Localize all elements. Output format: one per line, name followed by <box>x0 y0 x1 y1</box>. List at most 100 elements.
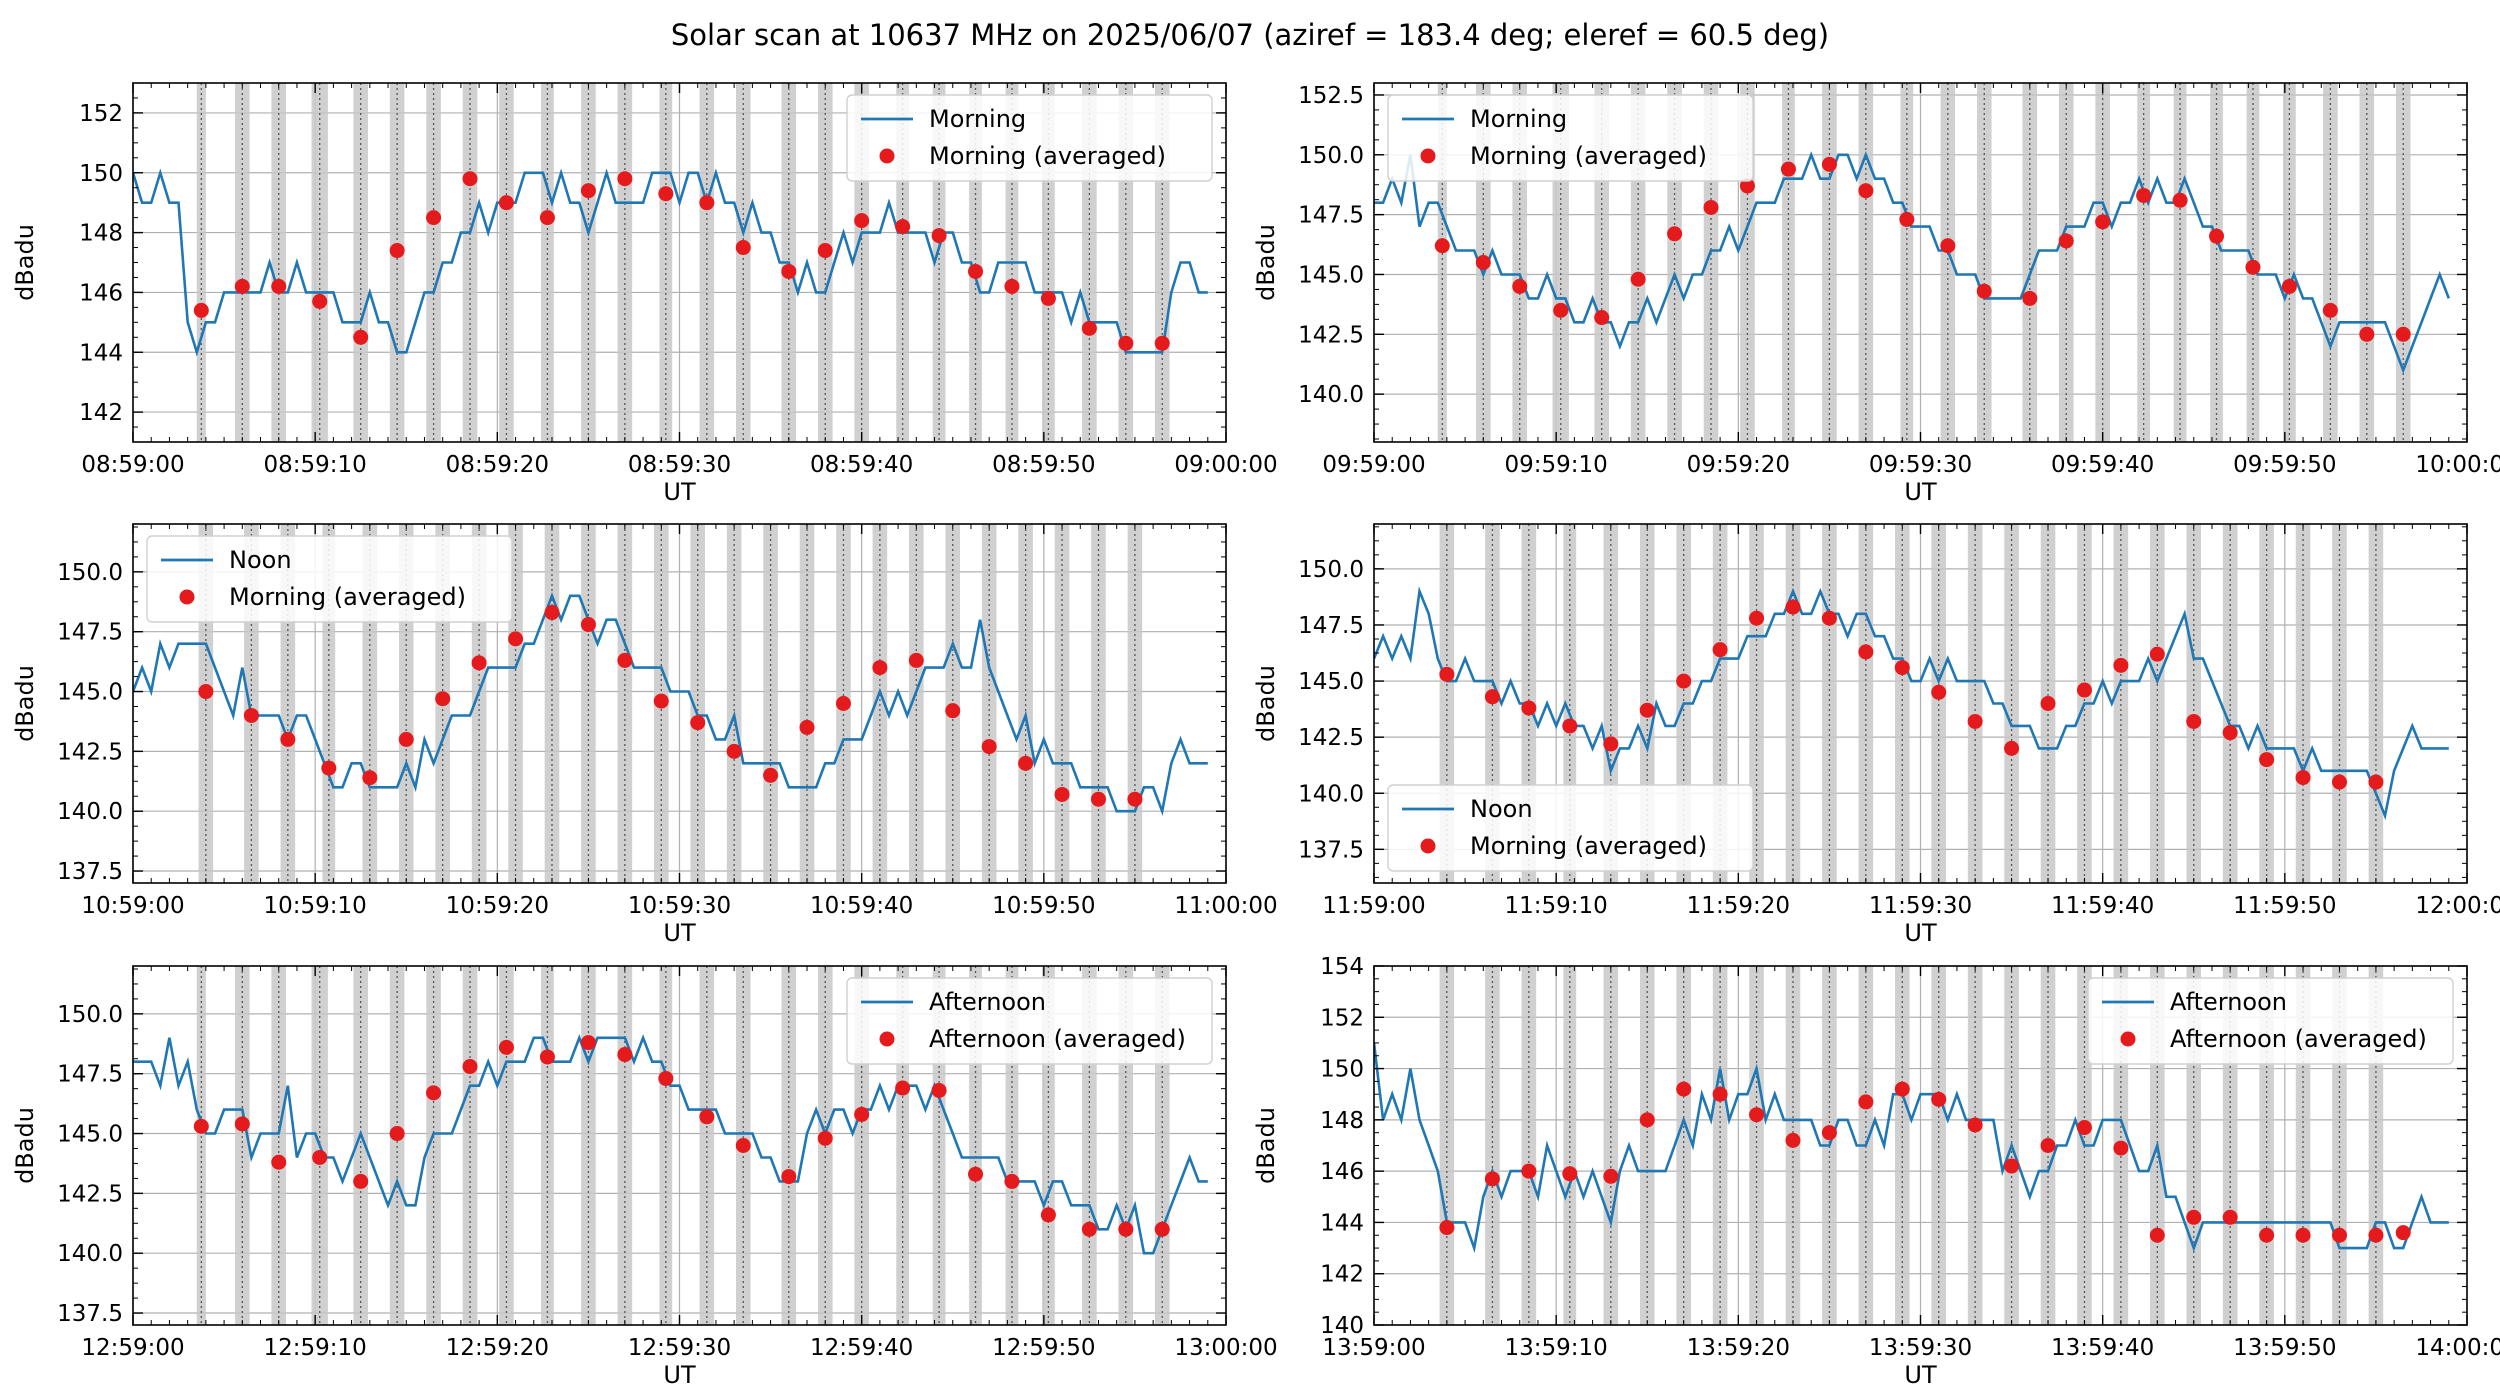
x-tick-label: 11:59:10 <box>1505 893 1608 919</box>
y-tick-label: 140 <box>1320 1313 1364 1339</box>
x-tick-label: 09:59:30 <box>1869 452 1972 478</box>
averaged-point <box>544 605 560 621</box>
averaged-point <box>1858 183 1874 199</box>
legend-label-series: Morning <box>929 105 1026 133</box>
averaged-point <box>312 293 328 309</box>
y-tick-label: 150.0 <box>1298 143 1364 169</box>
x-tick-label: 12:59:20 <box>446 1335 549 1361</box>
averaged-point <box>1894 660 1910 676</box>
scan-band <box>2004 524 2019 883</box>
averaged-point <box>193 302 209 318</box>
legend-label-series: Morning <box>1470 105 1567 133</box>
x-tick-label: 08:59:40 <box>810 452 913 478</box>
scan-band <box>2058 83 2074 442</box>
scan-band <box>1931 524 1947 883</box>
averaged-point <box>580 183 596 199</box>
y-tick-label: 152 <box>79 101 123 127</box>
x-tick-label: 11:59:20 <box>1687 893 1790 919</box>
y-tick-label: 142.5 <box>1298 725 1364 751</box>
averaged-point <box>1154 1221 1170 1237</box>
averaged-point <box>1749 610 1765 626</box>
averaged-point <box>945 703 961 719</box>
averaged-point <box>1821 1125 1837 1141</box>
y-axis-label: dBadu <box>11 224 39 301</box>
averaged-point <box>271 1154 287 1170</box>
scan-band <box>426 966 441 1325</box>
x-tick-label: 09:59:20 <box>1687 452 1790 478</box>
averaged-point <box>2149 646 2165 662</box>
scan-band <box>1676 966 1691 1325</box>
scan-band <box>462 966 478 1325</box>
scan-band <box>196 83 206 442</box>
averaged-point <box>1512 278 1528 294</box>
legend-label-series: Afternoon <box>929 988 1046 1016</box>
chart-panel-3: 10:59:00 10:59:10 10:59:20 10:59:30 10:59:40… <box>11 523 1278 947</box>
legend: Afternoon Afternoon (averaged) <box>2087 977 2454 1065</box>
y-tick-label: 152 <box>1320 1005 1364 1031</box>
scan-band <box>311 83 328 442</box>
averaged-point <box>2095 214 2111 230</box>
averaged-point <box>1676 1081 1692 1097</box>
x-tick-label: 13:59:00 <box>1322 1335 1425 1361</box>
averaged-point <box>462 1059 478 1075</box>
x-tick-label: 12:00:00 <box>2415 893 2500 919</box>
scan-band <box>1639 966 1655 1325</box>
averaged-point <box>658 186 674 202</box>
averaged-point <box>1004 278 1020 294</box>
x-tick-label: 10:59:20 <box>446 893 549 919</box>
x-tick-label: 12:59:30 <box>628 1335 731 1361</box>
scan-band <box>617 524 633 883</box>
legend-box <box>1387 94 1754 182</box>
averaged-point <box>1676 673 1692 689</box>
averaged-point <box>1667 226 1683 242</box>
x-tick-label: 12:59:50 <box>992 1335 1095 1361</box>
averaged-point <box>931 1082 947 1098</box>
series-line <box>133 1034 1208 1255</box>
averaged-point <box>617 652 633 668</box>
averaged-point <box>2395 1225 2411 1241</box>
averaged-point <box>2149 1227 2165 1243</box>
scan-band <box>2150 524 2165 883</box>
scan-band <box>1749 966 1764 1325</box>
scan-band <box>1603 966 1619 1325</box>
y-tick-label: 148 <box>1320 1108 1364 1134</box>
averaged-point <box>234 1116 250 1132</box>
averaged-point <box>763 767 779 783</box>
averaged-point <box>799 719 815 735</box>
legend-label-series: Noon <box>229 546 292 574</box>
averaged-point <box>1967 713 1983 729</box>
averaged-point <box>2245 259 2261 275</box>
scan-band <box>271 966 287 1325</box>
averaged-point <box>653 693 669 709</box>
averaged-point <box>781 1169 797 1185</box>
averaged-point <box>1562 1166 1578 1182</box>
scan-band <box>2113 524 2129 883</box>
averaged-point <box>1749 1107 1765 1123</box>
legend-marker-swatch <box>879 148 895 164</box>
averaged-point <box>2136 187 2152 203</box>
averaged-point <box>580 617 596 633</box>
averaged-point <box>1081 1221 1097 1237</box>
averaged-point <box>2004 740 2020 756</box>
legend-marker-swatch <box>2120 1031 2136 1047</box>
y-tick-label: 142 <box>1320 1262 1364 1288</box>
scan-band <box>1894 524 1910 883</box>
averaged-point <box>1040 1207 1056 1223</box>
averaged-point <box>398 731 414 747</box>
averaged-point <box>353 1173 369 1189</box>
legend-marker-swatch <box>1420 838 1436 854</box>
scan-band <box>235 966 250 1325</box>
averaged-point <box>1484 689 1500 705</box>
averaged-point <box>817 243 833 259</box>
legend: Noon Morning (averaged) <box>146 535 513 623</box>
averaged-point <box>1553 302 1569 318</box>
averaged-point <box>2186 713 2202 729</box>
x-tick-label: 08:59:00 <box>81 452 184 478</box>
averaged-point <box>1940 238 1956 254</box>
scan-band <box>389 966 405 1325</box>
scan-band <box>2222 524 2238 883</box>
series-line <box>1374 1042 2449 1254</box>
averaged-point <box>1821 156 1837 172</box>
figure-title: Solar scan at 10637 MHz on 2025/06/07 (a… <box>670 18 1830 52</box>
